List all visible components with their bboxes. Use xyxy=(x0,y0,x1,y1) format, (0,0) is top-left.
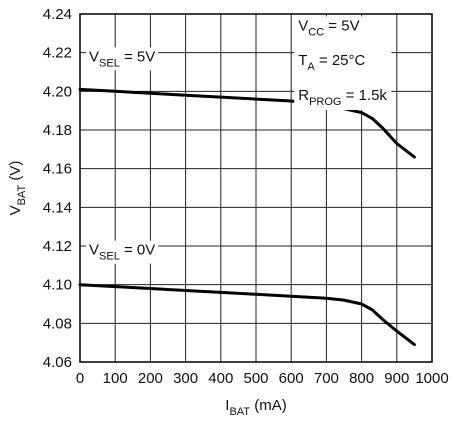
condition-vcc: VCC = 5V xyxy=(298,17,359,38)
condition-main: T xyxy=(298,52,307,69)
x-tick-label: 600 xyxy=(279,370,304,387)
series-label-vsel-5v: VSEL = 5V xyxy=(89,48,155,69)
series-label-subscript: SEL xyxy=(99,251,120,263)
x-tick-label: 800 xyxy=(349,370,374,387)
y-tick-label: 4.18 xyxy=(43,122,72,139)
condition-subscript: A xyxy=(307,61,315,73)
y-axis-label-subscript: BAT xyxy=(16,185,28,206)
condition-rest: = 5V xyxy=(324,17,359,34)
x-tick-labels: 0 100 200 300 400 500 600 700 800 900 1000 xyxy=(76,370,449,387)
y-tick-label: 4.06 xyxy=(43,354,72,371)
y-tick-label: 4.12 xyxy=(43,238,72,255)
condition-rest: = 25°C xyxy=(315,52,366,69)
conditions-background xyxy=(294,16,392,111)
y-axis-label: VBAT (V) xyxy=(7,161,28,216)
y-axis-label-unit: (V) xyxy=(7,161,24,185)
x-tick-label: 400 xyxy=(208,370,233,387)
condition-rprog: RPROG = 1.5k xyxy=(298,87,387,108)
y-tick-labels: 4.06 4.08 4.10 4.12 4.14 4.16 4.18 4.20 4.22 4.24 xyxy=(43,6,72,371)
series-label-main: V xyxy=(89,242,99,259)
series-label-background xyxy=(86,47,159,71)
series-label-rest: = 0V xyxy=(120,242,155,259)
condition-ta: TA = 25°C xyxy=(298,52,365,73)
series-label-vsel-0v: VSEL = 0V xyxy=(89,242,155,263)
x-tick-label: 500 xyxy=(243,370,268,387)
series-label-subscript: SEL xyxy=(99,57,120,69)
data-series xyxy=(78,87,416,347)
x-axis-label-subscript: BAT xyxy=(229,406,250,418)
series-label-rest: = 5V xyxy=(120,48,155,65)
y-axis-label-main: V xyxy=(7,205,24,215)
condition-subscript: CC xyxy=(308,26,324,38)
y-tick-label: 4.20 xyxy=(43,83,72,100)
condition-main: R xyxy=(298,87,309,104)
y-tick-label: 4.24 xyxy=(43,6,72,23)
x-tick-label: 100 xyxy=(103,370,128,387)
series-label-background xyxy=(86,240,159,264)
x-tick-label: 700 xyxy=(314,370,339,387)
x-tick-label: 1000 xyxy=(415,370,448,387)
y-tick-label: 4.08 xyxy=(43,315,72,332)
x-tick-label: 0 xyxy=(76,370,84,387)
condition-rest: = 1.5k xyxy=(341,87,387,104)
series-label-main: V xyxy=(89,48,99,65)
x-axis-label: IBAT (mA) xyxy=(225,397,286,418)
y-tick-label: 4.14 xyxy=(43,199,72,216)
plot-frame xyxy=(79,13,433,363)
x-axis-label-unit: (mA) xyxy=(250,397,287,414)
x-tick-label: 300 xyxy=(173,370,198,387)
y-tick-label: 4.10 xyxy=(43,277,72,294)
y-tick-label: 4.16 xyxy=(43,161,72,178)
series-line-vsel-0v xyxy=(78,283,416,347)
y-tick-label: 4.22 xyxy=(43,45,72,62)
x-tick-label: 200 xyxy=(138,370,163,387)
condition-main: V xyxy=(298,17,308,34)
x-axis-label-main: I xyxy=(225,397,229,414)
x-tick-label: 900 xyxy=(384,370,409,387)
condition-subscript: PROG xyxy=(309,96,341,108)
